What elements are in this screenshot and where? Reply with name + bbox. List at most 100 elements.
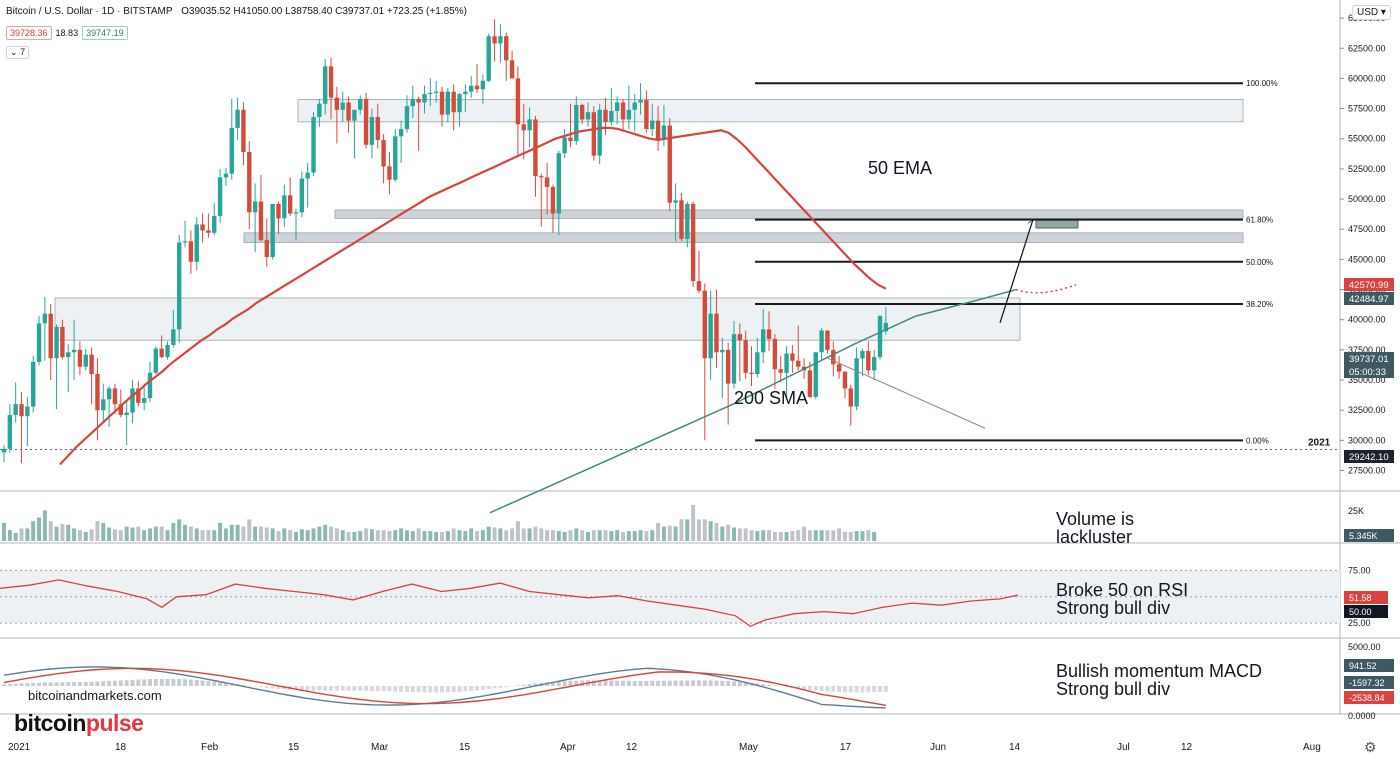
fib-level-label: 0.00%	[1246, 436, 1269, 445]
candle-body	[626, 109, 632, 120]
volume-bar	[807, 530, 812, 541]
candle-body	[831, 349, 836, 365]
macd-histogram-bar	[615, 680, 620, 686]
macd-histogram-bar	[19, 683, 24, 686]
macd-histogram-bar	[364, 686, 369, 691]
candle-body	[217, 177, 223, 216]
volume-bar	[475, 531, 480, 541]
macd-histogram-bar	[241, 685, 246, 686]
macd-histogram-bar	[352, 686, 357, 691]
volume-bar	[597, 530, 602, 541]
candle-body	[422, 94, 427, 103]
macd-histogram-bar	[673, 680, 678, 686]
volume-bar	[650, 530, 655, 541]
candle-body	[118, 404, 123, 415]
time-tick-label: 17	[840, 742, 852, 753]
volume-bar	[580, 530, 585, 541]
chevron-down-icon: ▾	[1380, 7, 1386, 18]
volume-value: 5.345K	[1349, 531, 1378, 541]
volume-bar	[118, 530, 123, 541]
macd-histogram-bar	[831, 686, 836, 692]
candle-body	[521, 124, 526, 131]
macd-histogram-bar	[632, 680, 637, 686]
macd-histogram-bar	[626, 680, 631, 686]
volume-bar	[241, 526, 246, 541]
volume-bar	[831, 530, 836, 541]
price-label-bg	[1344, 352, 1394, 365]
candle-body	[36, 323, 42, 362]
volume-bar	[755, 531, 760, 541]
macd-histogram-bar	[258, 686, 263, 688]
macd-histogram-bar	[7, 684, 12, 686]
macd-histogram-bar	[66, 682, 71, 686]
macd-histogram-bar	[492, 686, 497, 689]
volume-bar	[95, 521, 100, 541]
price-label-bg	[1344, 278, 1394, 291]
candle-body	[206, 230, 211, 233]
candle-body	[685, 203, 690, 239]
macd-histogram-bar	[387, 686, 392, 692]
price-tick-label: 37500.00	[1348, 345, 1386, 355]
candle-body	[480, 80, 486, 90]
macd-histogram-bar	[118, 680, 123, 686]
price-tick-label: 30000.00	[1348, 435, 1386, 445]
candle-body	[463, 91, 468, 95]
candle-body	[287, 195, 293, 214]
volume-bar	[323, 524, 328, 541]
candle-body	[334, 97, 340, 110]
macd-histogram-bar	[124, 680, 129, 686]
symbol-title[interactable]: Bitcoin / U.S. Dollar · 1D · BITSTAMP	[6, 6, 173, 17]
volume-bar	[200, 530, 205, 541]
macd-histogram-bar	[148, 679, 152, 686]
volume-bar	[550, 530, 555, 541]
logo-text-part2: pulse	[85, 710, 144, 736]
indicators-toggle[interactable]: ⌄ 7	[6, 46, 30, 59]
currency-selector[interactable]: USD ▾	[1352, 5, 1391, 20]
macd-histogram-bar	[696, 680, 701, 686]
fib-level-label: 61.80%	[1246, 216, 1273, 225]
volume-bar	[708, 521, 713, 541]
volume-bar	[510, 528, 515, 541]
candle-body	[597, 109, 602, 156]
candle-body	[194, 224, 199, 262]
ask-price[interactable]: 39747.19	[82, 26, 128, 40]
candle-body	[854, 358, 859, 407]
candle-body	[375, 117, 380, 140]
volume-bar	[346, 532, 351, 541]
candle-body	[13, 404, 18, 415]
price-tick-label: 57500.00	[1348, 104, 1386, 114]
macd-histogram-bar	[229, 683, 234, 686]
candle-body	[679, 200, 684, 239]
candle-body	[492, 36, 497, 44]
price-label: 42570.99	[1349, 280, 1389, 291]
macd-histogram-bar	[393, 686, 398, 692]
candle-body	[147, 372, 153, 399]
candle-body	[825, 330, 830, 350]
bitcoinpulse-logo: bitcoinpulse	[14, 710, 144, 737]
macd-histogram-bar	[480, 686, 485, 690]
candle-body	[387, 166, 392, 180]
price-label-bg	[1344, 450, 1394, 463]
macd-histogram-bar	[381, 686, 386, 692]
gear-icon[interactable]: ⚙	[1364, 739, 1377, 755]
volume-bar	[696, 519, 701, 541]
projection-arrowhead	[1027, 219, 1033, 224]
volume-bar	[527, 528, 532, 541]
volume-bar	[42, 510, 47, 541]
volume-bar	[866, 530, 871, 541]
macd-histogram-bar	[399, 686, 404, 692]
watermark-site: bitcoinandmarkets.com	[28, 688, 162, 703]
time-tick-label: 12	[1181, 742, 1193, 753]
macd-histogram-bar	[346, 686, 351, 691]
macd-histogram-bar	[457, 686, 462, 692]
candle-body	[270, 203, 275, 257]
candle-body	[509, 60, 515, 79]
candle-body	[340, 102, 345, 110]
time-tick-label: 2021	[8, 742, 31, 753]
price-tick-label: 35000.00	[1348, 375, 1386, 385]
volume-bar	[445, 531, 450, 541]
candle-body	[66, 352, 71, 358]
candle-body	[42, 313, 48, 324]
bid-price[interactable]: 39728.36	[6, 26, 52, 40]
fib-level-label: 100.00%	[1246, 79, 1278, 88]
